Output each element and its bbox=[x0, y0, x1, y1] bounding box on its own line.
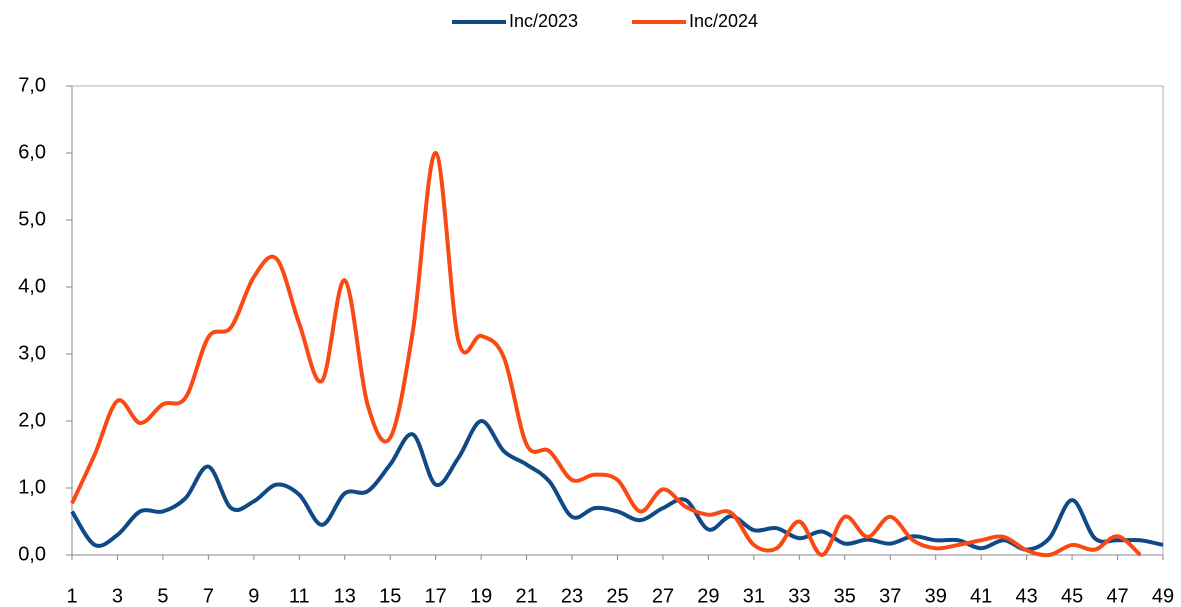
y-tick-label: 2,0 bbox=[18, 409, 46, 431]
legend: Inc/2023 Inc/2024 bbox=[452, 11, 758, 31]
x-tick-label: 19 bbox=[470, 585, 492, 607]
y-tick-label: 1,0 bbox=[18, 476, 46, 498]
y-tick-label: 6,0 bbox=[18, 141, 46, 163]
x-tick-label: 27 bbox=[652, 585, 674, 607]
line-series bbox=[70, 419, 1164, 552]
x-tick-label: 23 bbox=[561, 585, 583, 607]
y-tick-label: 0,0 bbox=[18, 543, 46, 565]
x-tick-label: 43 bbox=[1016, 585, 1038, 607]
y-tick-label: 3,0 bbox=[18, 342, 46, 364]
y-tick-label: 7,0 bbox=[18, 74, 46, 96]
x-tick-label: 45 bbox=[1061, 585, 1083, 607]
x-tick-label: 7 bbox=[203, 585, 214, 607]
x-tick-label: 25 bbox=[606, 585, 628, 607]
x-tick-label: 39 bbox=[925, 585, 947, 607]
x-tick-label: 31 bbox=[743, 585, 765, 607]
x-tick-label: 21 bbox=[515, 585, 537, 607]
line-series bbox=[70, 150, 1142, 558]
x-tick-label: 1 bbox=[66, 585, 77, 607]
x-tick-label: 29 bbox=[697, 585, 719, 607]
x-tick-label: 47 bbox=[1106, 585, 1128, 607]
x-tick-label: 35 bbox=[834, 585, 856, 607]
x-tick-label: 17 bbox=[425, 585, 447, 607]
x-tick-label: 3 bbox=[112, 585, 123, 607]
x-tick-label: 9 bbox=[248, 585, 259, 607]
y-tick-label: 5,0 bbox=[18, 208, 46, 230]
legend-label: Inc/2024 bbox=[689, 11, 758, 31]
x-tick-label: 5 bbox=[157, 585, 168, 607]
x-tick-label: 15 bbox=[379, 585, 401, 607]
x-tick-label: 41 bbox=[970, 585, 992, 607]
x-tick-label: 13 bbox=[334, 585, 356, 607]
x-tick-label: 33 bbox=[788, 585, 810, 607]
legend-label: Inc/2023 bbox=[509, 11, 578, 31]
x-tick-label: 49 bbox=[1152, 585, 1174, 607]
x-tick-label: 37 bbox=[879, 585, 901, 607]
x-tick-label: 11 bbox=[289, 585, 310, 607]
y-tick-label: 4,0 bbox=[18, 275, 46, 297]
